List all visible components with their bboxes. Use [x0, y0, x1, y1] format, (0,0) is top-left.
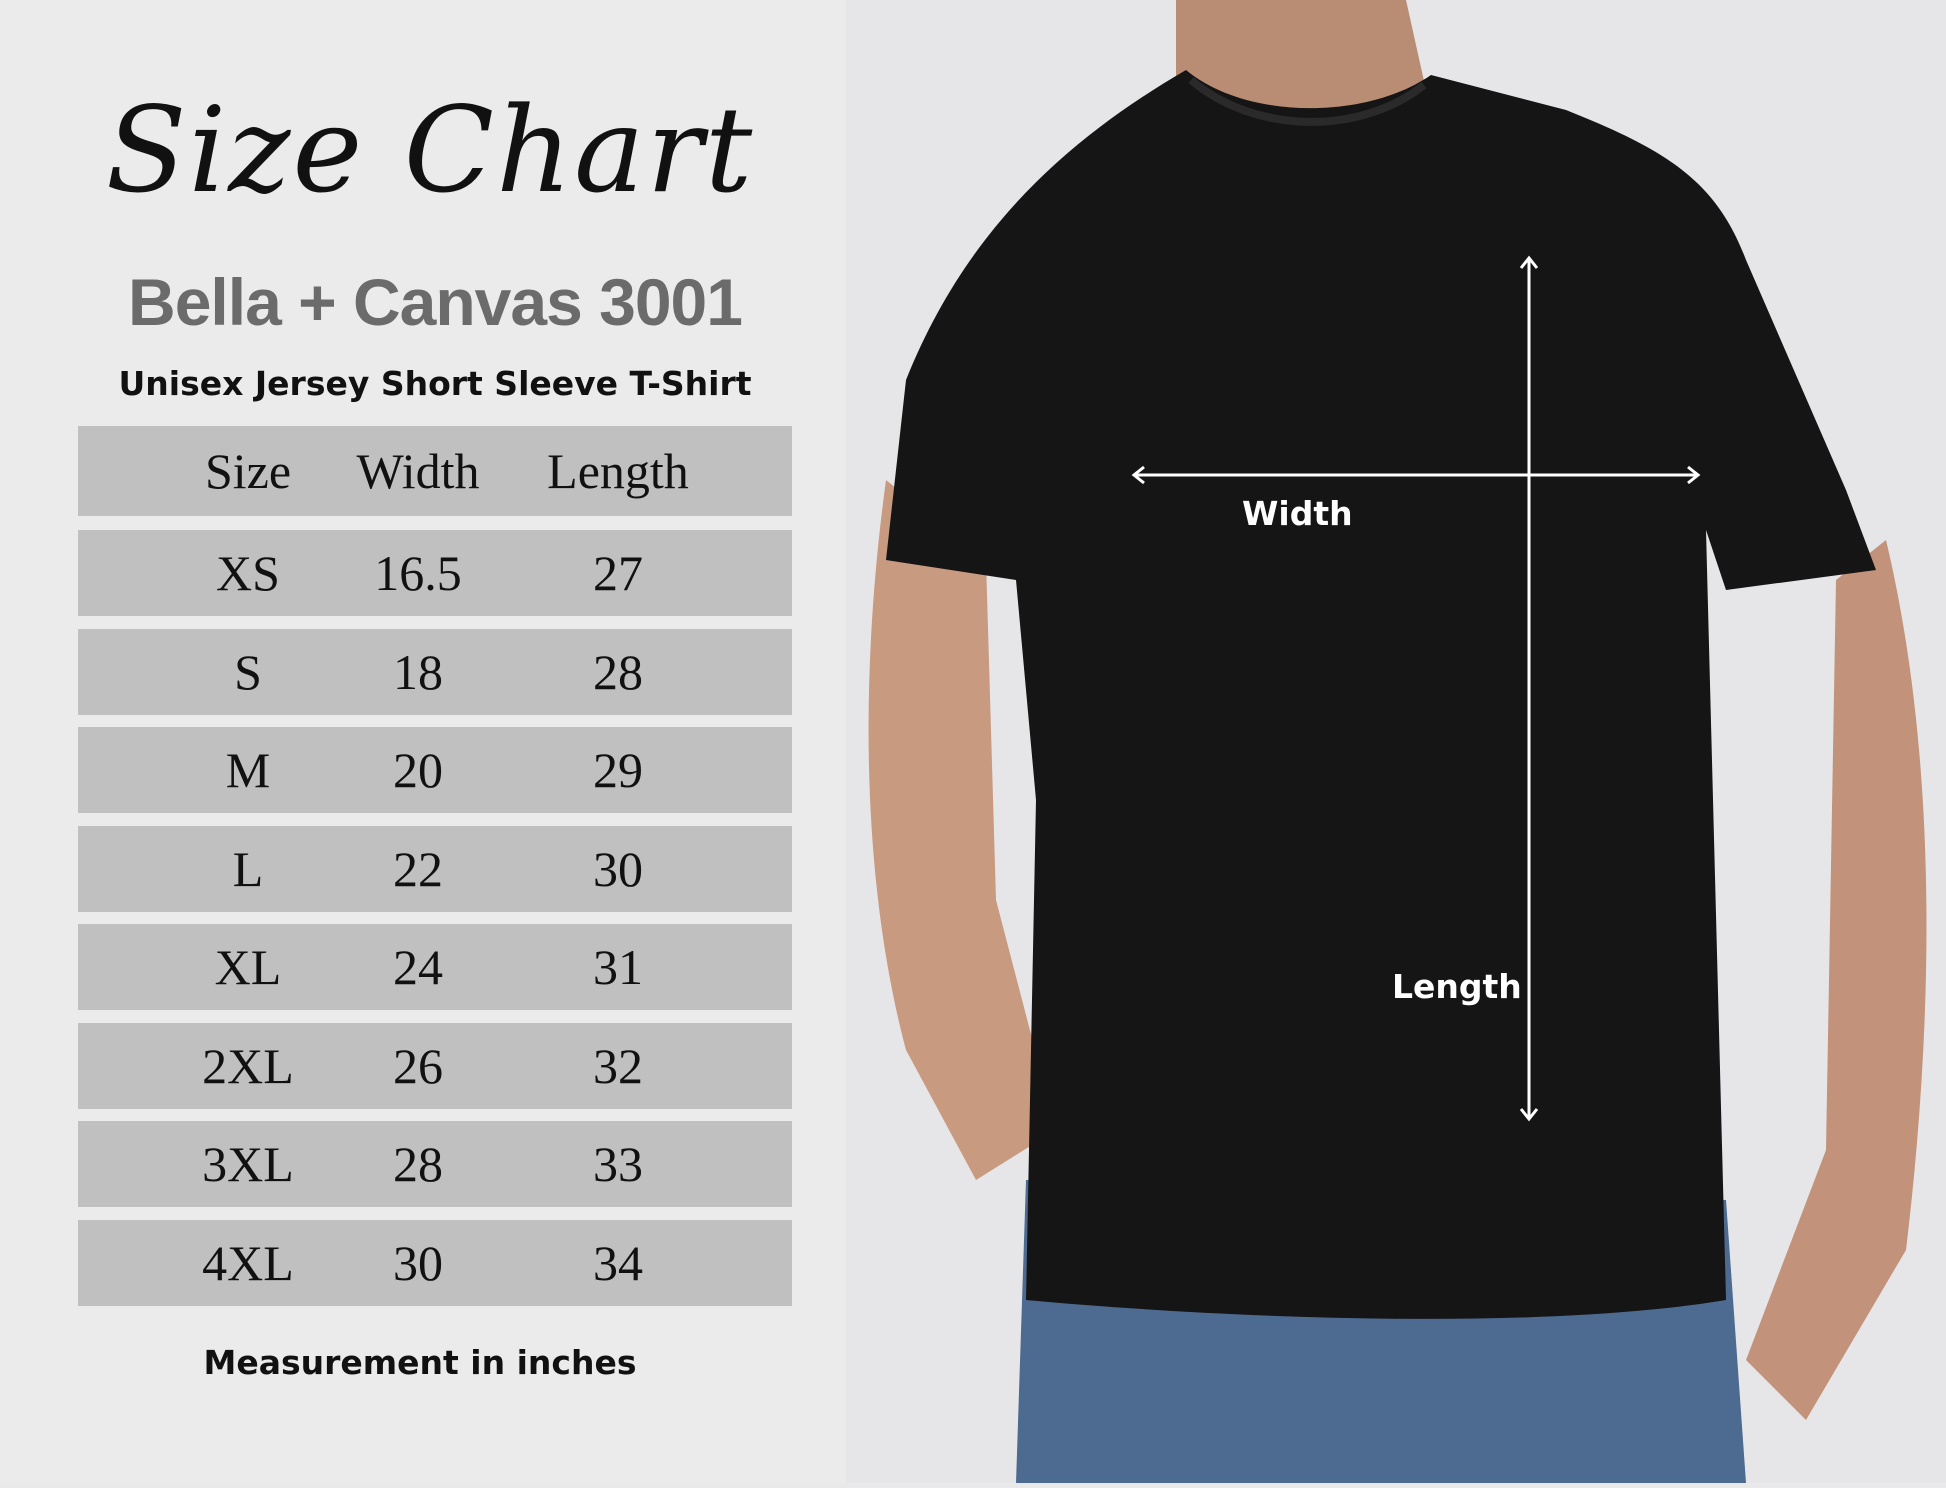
cell-width: 30	[393, 1234, 443, 1291]
tshirt-photo: Width Length	[846, 0, 1946, 1483]
left-arm	[868, 480, 1056, 1180]
brand-name: Bella + Canvas 3001	[128, 265, 743, 339]
width-label: Width	[1242, 494, 1353, 533]
length-arrow-top-head	[1519, 255, 1539, 269]
width-arrow-right-head	[1687, 465, 1701, 485]
measurement-arrows	[1131, 255, 1701, 1122]
table-row: 4XL 30 34	[78, 1219, 792, 1306]
cell-width: 16.5	[374, 545, 462, 601]
cell-length: 29	[593, 742, 643, 798]
table-row: 2XL 26 32	[78, 1022, 792, 1109]
header-length: Length	[547, 443, 689, 499]
cell-size: 2XL	[202, 1037, 294, 1094]
product-subtitle: Unisex Jersey Short Sleeve T-Shirt	[118, 364, 752, 403]
cell-size: XL	[214, 939, 282, 995]
shirt-collar	[1188, 76, 1427, 126]
cell-length: 31	[593, 939, 643, 995]
cell-width: 22	[393, 840, 443, 897]
cell-length: 28	[593, 643, 643, 700]
cell-length: 33	[593, 1136, 643, 1192]
cell-length: 34	[593, 1234, 643, 1291]
header-size: Size	[204, 443, 292, 499]
cell-size: S	[234, 643, 262, 700]
table-row: XS 16.5 27	[78, 530, 792, 616]
table-row: M 20 29	[78, 727, 792, 813]
length-arrow-bottom-head	[1519, 1108, 1539, 1122]
table-row: S 18 28	[78, 628, 792, 715]
chart-title: Size Chart	[105, 81, 755, 219]
shirt	[886, 70, 1876, 1319]
cell-length: 32	[593, 1037, 643, 1094]
cell-length: 30	[593, 840, 643, 897]
cell-width: 24	[393, 939, 443, 995]
tshirt-illustration	[846, 0, 1946, 1483]
width-arrow-left-head	[1131, 465, 1145, 485]
cell-size: M	[225, 742, 271, 798]
right-arm	[1746, 540, 1927, 1420]
measurement-note: Measurement in inches	[203, 1343, 637, 1382]
cell-width: 18	[393, 643, 443, 700]
cell-size: L	[232, 840, 264, 897]
cell-size: 3XL	[202, 1136, 294, 1192]
length-label: Length	[1392, 967, 1522, 1006]
table-row: 3XL 28 33	[78, 1121, 792, 1207]
cell-size: 4XL	[202, 1234, 294, 1291]
header-width: Width	[356, 443, 480, 499]
neck	[1176, 0, 1426, 120]
cell-length: 27	[593, 545, 643, 601]
table-row: XL 24 31	[78, 924, 792, 1010]
cell-size: XS	[216, 545, 280, 601]
cell-width: 26	[393, 1037, 443, 1094]
table-header: Size Width Length	[78, 426, 792, 516]
cell-width: 28	[393, 1136, 443, 1192]
size-chart-panel: Size Chart Bella + Canvas 3001 Unisex Je…	[0, 0, 846, 1483]
cell-width: 20	[393, 742, 443, 798]
table-row: L 22 30	[78, 825, 792, 912]
